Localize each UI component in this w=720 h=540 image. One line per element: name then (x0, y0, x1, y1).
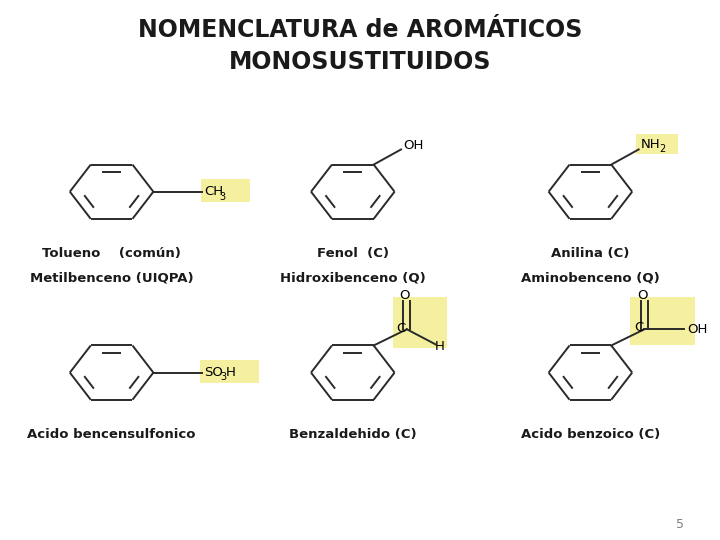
Text: Benzaldehido (C): Benzaldehido (C) (289, 428, 417, 441)
Text: H: H (435, 340, 445, 353)
Text: Metilbenceno (UIQPA): Metilbenceno (UIQPA) (30, 272, 194, 285)
Text: C: C (634, 321, 643, 334)
Text: Anilina (C): Anilina (C) (552, 247, 629, 260)
Text: O: O (637, 289, 647, 302)
Bar (636, 134, 678, 154)
Text: 3: 3 (220, 192, 226, 201)
Text: Acido benzoico (C): Acido benzoico (C) (521, 428, 660, 441)
Text: 2: 2 (659, 144, 665, 154)
Text: 5: 5 (676, 518, 685, 531)
Text: Hidroxibenceno (Q): Hidroxibenceno (Q) (280, 272, 426, 285)
Text: O: O (400, 289, 410, 302)
Bar (630, 297, 695, 346)
Text: Tolueno    (común): Tolueno (común) (42, 247, 181, 260)
Bar (393, 297, 446, 348)
Text: MONOSUSTITUIDOS: MONOSUSTITUIDOS (229, 50, 491, 74)
Text: Aminobenceno (Q): Aminobenceno (Q) (521, 272, 660, 285)
Text: CH: CH (204, 185, 223, 198)
Text: H: H (226, 366, 236, 379)
Text: OH: OH (403, 139, 423, 152)
Text: SO: SO (204, 366, 222, 379)
Text: NOMENCLATURA de AROMÁTICOS: NOMENCLATURA de AROMÁTICOS (138, 18, 582, 42)
Text: C: C (397, 322, 405, 335)
Text: OH: OH (687, 323, 707, 336)
Bar (201, 179, 250, 202)
Text: Acido bencensulfonico: Acido bencensulfonico (27, 428, 196, 441)
Text: Fenol  (C): Fenol (C) (317, 247, 389, 260)
Text: NH: NH (641, 138, 660, 151)
Text: 3: 3 (220, 373, 227, 382)
Bar (200, 360, 259, 383)
